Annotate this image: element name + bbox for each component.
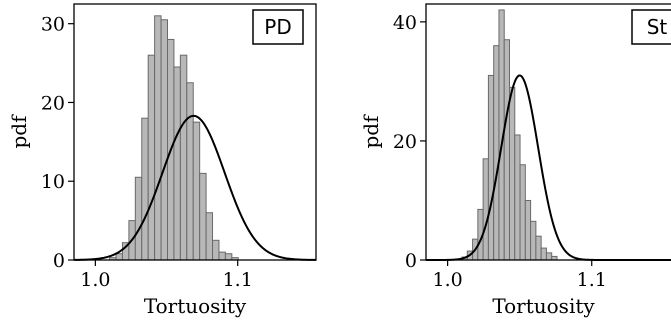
y-tick-label: 30 (41, 14, 65, 36)
histogram-bar (141, 117, 149, 261)
panel-pd: 1.0 1.1 0 10 20 30 PD Tortuosity pdf (7, 3, 317, 318)
histogram-bar (179, 54, 188, 261)
histogram-bar (530, 220, 537, 261)
y-tick-label: 10 (41, 171, 65, 193)
histogram-bar (540, 247, 547, 261)
axis-ticks: 1.0 1.1 0 10 20 30 (41, 14, 253, 291)
histogram-bar (487, 74, 495, 261)
y-tick-label: 20 (41, 92, 65, 114)
histogram-bars (461, 9, 558, 261)
histogram-bar (519, 164, 526, 261)
y-tick-label: 0 (405, 250, 417, 272)
histogram-bar (545, 252, 553, 261)
fitted-curve (426, 74, 671, 261)
x-tick-label: 1.0 (80, 269, 110, 291)
x-axis-label: Tortuosity (492, 294, 595, 318)
histogram-bar (218, 251, 226, 261)
panel-st: 1.0 1.1 0 20 40 St Tortuosity pdf (359, 3, 671, 318)
axis-ticks: 1.0 1.1 0 20 40 (393, 12, 607, 291)
histogram-bar (205, 212, 214, 261)
y-axis-label: pdf (7, 114, 31, 149)
histogram-bar (535, 235, 542, 261)
histogram-bar (199, 172, 207, 261)
x-axis-label: Tortuosity (144, 294, 247, 318)
panel-label: St (647, 15, 668, 39)
histogram-bar (154, 15, 162, 261)
panel-label-box: PD (252, 9, 304, 45)
histogram-bar (186, 82, 194, 261)
plot-frame (73, 3, 317, 261)
histogram-bar (212, 239, 220, 261)
y-axis-label: pdf (359, 114, 383, 149)
histogram-bar (514, 134, 521, 261)
y-tick-label: 20 (393, 131, 417, 153)
y-tick-label: 0 (53, 250, 65, 272)
y-tick-label: 40 (393, 12, 417, 34)
histogram-bar (147, 54, 156, 261)
fitted-curve (73, 114, 317, 261)
panel-label-frame (252, 9, 304, 45)
histogram-bar (503, 39, 511, 261)
histogram-bar (482, 158, 489, 261)
histogram-bar (509, 86, 516, 261)
histogram-bar (160, 19, 168, 261)
histogram-bar (134, 176, 143, 261)
histogram-bar (493, 45, 500, 261)
x-tick-label: 1.1 (577, 269, 607, 291)
histogram-bar (224, 253, 233, 261)
histogram-bar (115, 253, 123, 261)
histogram-bar (524, 199, 532, 261)
x-tick-label: 1.1 (223, 269, 253, 291)
panel-label-box: St (631, 9, 671, 45)
panel-label-frame (631, 9, 671, 45)
panel-label: PD (264, 15, 291, 39)
histogram-bars (109, 15, 239, 261)
plot-frame (425, 3, 671, 261)
x-tick-label: 1.0 (433, 269, 463, 291)
histogram-bar (192, 121, 201, 261)
histogram-bar (173, 66, 181, 261)
